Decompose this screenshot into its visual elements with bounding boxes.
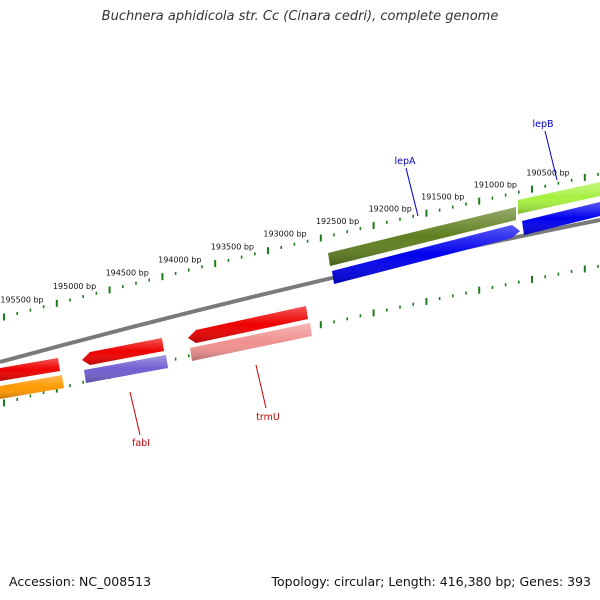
ruler-label: 191500 bp — [421, 192, 464, 201]
map-title: Buchnera aphidicola str. Cc (Cinara cedr… — [101, 9, 499, 24]
gene-label-trmU: trmU — [256, 412, 280, 423]
ruler-label: 195500 bp — [0, 295, 43, 304]
feature-lepA[interactable] — [328, 207, 516, 266]
ruler-label: 193500 bp — [211, 242, 254, 251]
ruler-label: 194500 bp — [106, 269, 149, 278]
feature-forward-blue-1[interactable] — [522, 202, 600, 235]
outer-tick-ruler — [3, 172, 599, 321]
gene-label-lepB: lepB — [532, 119, 553, 130]
ruler-label: 192000 bp — [369, 205, 412, 214]
accession-text: Accession: NC_008513 — [9, 574, 152, 589]
ruler-label: 190500 bp — [526, 169, 569, 178]
feature-left-red[interactable] — [0, 358, 60, 381]
leader-line-lepA — [405, 167, 419, 217]
feature-fabI[interactable] — [82, 338, 164, 365]
feature-left-orange[interactable] — [0, 375, 64, 399]
feature-lepB[interactable] — [518, 182, 600, 214]
gene-label-lepA: lepA — [394, 156, 416, 167]
genome-backbone — [0, 218, 600, 364]
genome-summary-text: Topology: circular; Length: 416,380 bp; … — [271, 574, 592, 589]
ruler-label: 194000 bp — [158, 255, 201, 264]
leader-line-fabI — [129, 391, 141, 436]
ruler-label: 195000 bp — [53, 282, 96, 291]
gene-label-fabI: fabI — [132, 438, 150, 449]
ruler-label: 191000 bp — [474, 180, 517, 189]
ruler-labels: 190500 bp 191000 bp 191500 bp 192000 bp 1925… — [0, 169, 569, 305]
feature-trmU[interactable] — [188, 306, 308, 343]
leader-line-trmU — [255, 364, 267, 409]
ruler-label: 192500 bp — [316, 217, 359, 226]
feature-fabI-product[interactable] — [84, 355, 168, 383]
ruler-label: 193000 bp — [263, 230, 306, 239]
leader-line-lepB — [544, 130, 558, 181]
feature-trmU-product[interactable] — [190, 323, 312, 361]
feature-forward-blue-2[interactable] — [332, 225, 520, 284]
